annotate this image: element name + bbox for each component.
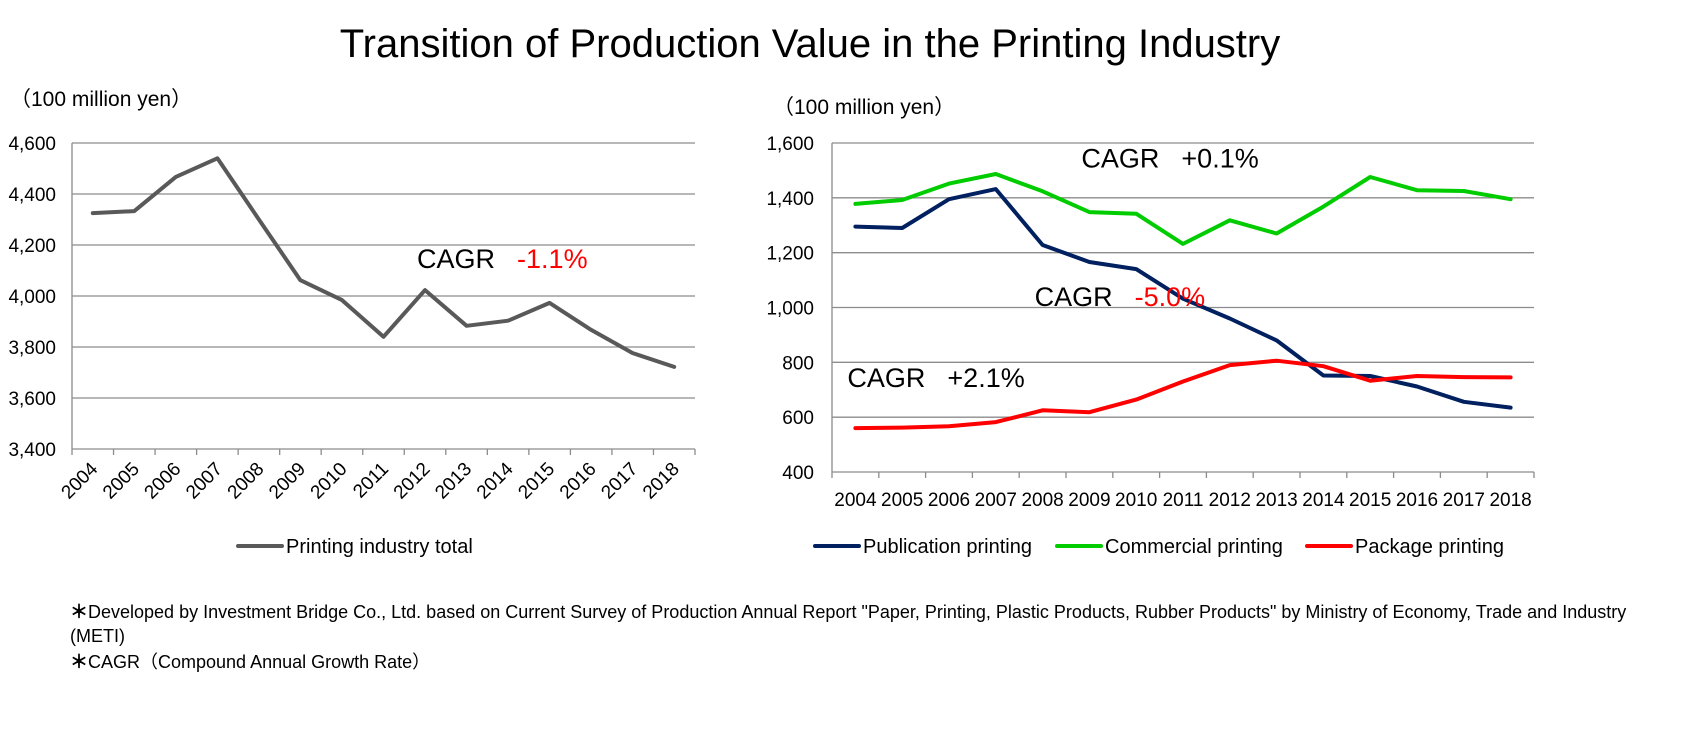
x-tick-label: 2007 [975, 490, 1017, 511]
x-tick-label: 2013 [431, 459, 476, 504]
x-tick-label: 2016 [1396, 490, 1438, 511]
y-tick-label: 3,800 [8, 338, 56, 359]
x-tick-label: 2007 [182, 459, 227, 504]
cagr-label: CAGR [847, 363, 925, 393]
y-tick-label: 4,000 [8, 287, 56, 308]
footnote-cagr: ＊CAGR（Compound Annual Growth Rate） [70, 650, 1670, 674]
x-tick-label: 2013 [1255, 490, 1297, 511]
y-tick-label: 3,600 [8, 389, 56, 410]
y-tick-label: 4,200 [8, 236, 56, 257]
x-tick-label: 2008 [224, 459, 269, 504]
legend-label: Publication printing [863, 536, 1032, 558]
x-tick-label: 2004 [834, 490, 877, 511]
x-tick-label: 2008 [1021, 490, 1063, 511]
x-tick-label: 2011 [349, 459, 393, 503]
series-line [853, 187, 1513, 410]
cagr-value: +0.1% [1181, 144, 1258, 174]
y-tick-label: 800 [782, 353, 814, 374]
x-tick-label: 2017 [1443, 490, 1485, 511]
cagr-value: -5.0% [1135, 282, 1206, 312]
cagr-value: -1.1% [517, 244, 588, 274]
footnote-cagr-text: CAGR（Compound Annual Growth Rate） [88, 652, 431, 672]
y-unit-label: （100 million yen） [10, 88, 192, 111]
y-tick-label: 1,600 [766, 134, 814, 155]
x-tick-label: 2009 [265, 459, 310, 504]
y-tick-label: 4,400 [8, 185, 56, 206]
y-tick-label: 3,400 [8, 440, 56, 461]
cagr-annotation: CAGR -5.0% [1035, 282, 1206, 312]
cagr-annotation: CAGR +0.1% [1081, 144, 1258, 174]
x-tick-label: 2005 [881, 490, 923, 511]
x-tick-label: 2004 [58, 458, 103, 503]
footnote-source: ＊Developed by Investment Bridge Co., Ltd… [70, 600, 1670, 648]
y-unit-label: （100 million yen） [773, 96, 955, 119]
x-tick-label: 2014 [473, 458, 518, 503]
cagr-annotation: CAGR +2.1% [847, 363, 1024, 393]
x-tick-label: 2010 [1115, 490, 1157, 511]
x-tick-label: 2005 [99, 459, 144, 504]
x-tick-label: 2015 [514, 459, 559, 504]
x-tick-label: 2011 [1163, 490, 1204, 511]
x-tick-label: 2014 [1302, 490, 1345, 511]
x-tick-label: 2015 [1349, 490, 1391, 511]
series-line [853, 172, 1513, 246]
legend-label: Printing industry total [286, 536, 473, 558]
cagr-value: +2.1% [947, 363, 1024, 393]
y-tick-label: 4,600 [8, 134, 56, 155]
x-tick-label: 2006 [141, 459, 186, 504]
x-tick-label: 2010 [307, 459, 352, 504]
legend-label: Commercial printing [1105, 536, 1283, 558]
x-tick-label: 2018 [1489, 490, 1531, 511]
y-tick-label: 1,400 [766, 189, 814, 210]
cagr-annotation: CAGR -1.1% [417, 244, 588, 274]
x-tick-label: 2009 [1068, 490, 1110, 511]
y-tick-label: 400 [782, 463, 814, 484]
y-tick-label: 1,000 [766, 299, 814, 320]
chart-title: Transition of Production Value in the Pr… [339, 22, 1281, 66]
y-tick-label: 600 [782, 408, 814, 429]
x-tick-label: 2016 [556, 459, 601, 504]
cagr-label: CAGR [1035, 282, 1113, 312]
x-tick-label: 2012 [1209, 490, 1251, 511]
y-tick-label: 1,200 [766, 244, 814, 265]
footnote-marker: ＊ [70, 652, 88, 672]
footnote-source-text: Developed by Investment Bridge Co., Ltd.… [70, 602, 1627, 646]
footnote-marker: ＊ [70, 602, 88, 622]
legend-label: Package printing [1355, 536, 1504, 558]
cagr-label: CAGR [417, 244, 495, 274]
x-tick-label: 2006 [928, 490, 970, 511]
x-tick-label: 2012 [390, 459, 435, 504]
x-tick-label: 2018 [639, 459, 684, 504]
series-line [853, 358, 1513, 431]
series-line [90, 156, 677, 369]
x-tick-label: 2017 [597, 459, 642, 504]
cagr-label: CAGR [1081, 144, 1159, 174]
